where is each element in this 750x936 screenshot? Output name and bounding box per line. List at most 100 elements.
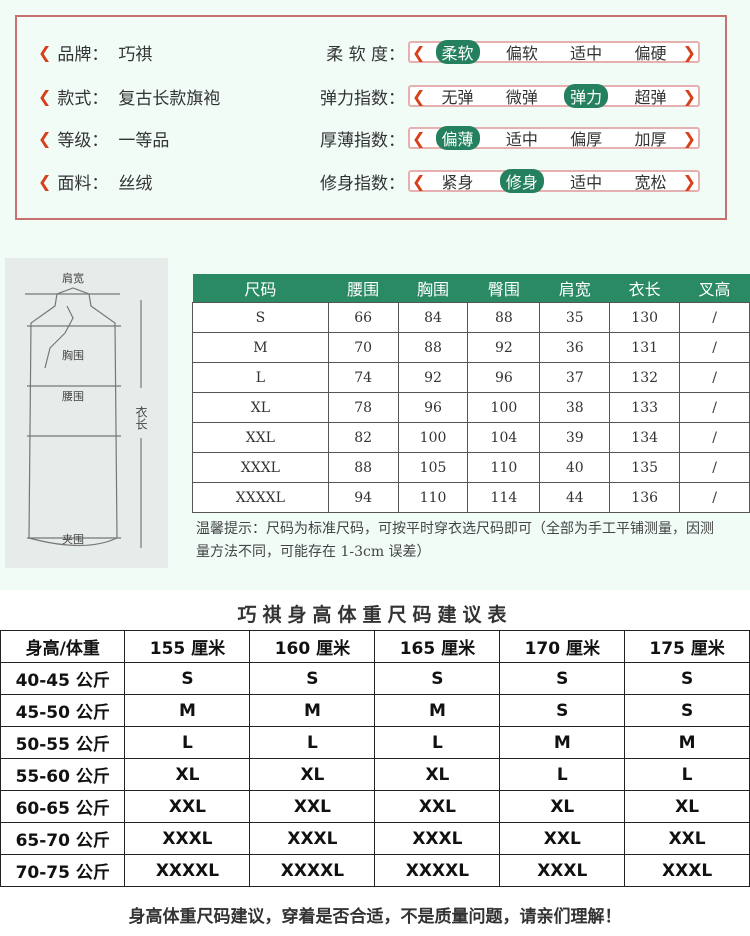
header-cell: 腰围 — [328, 274, 399, 303]
spec-row: ❮ 面料： 丝绒 — [38, 169, 152, 194]
table-cell: M — [192, 332, 329, 363]
index-option: 偏硬 — [634, 44, 667, 63]
table-cell: 55-60 公斤 — [0, 758, 126, 791]
index-option: 偏厚 — [570, 130, 603, 149]
table-cell: / — [679, 392, 750, 423]
table-cell: 70-75 公斤 — [0, 854, 126, 887]
table-row: 60-65 公斤 XXL XXL XXL XL XL — [0, 790, 750, 823]
table-cell: S — [124, 662, 251, 695]
table-cell: 60-65 公斤 — [0, 790, 126, 823]
header-cell: 175 厘米 — [624, 630, 750, 663]
index-scale: ❮ 紧身 修身 适中 宽松 ❯ — [408, 169, 700, 193]
index-option: 加厚 — [634, 130, 667, 149]
spec-value: 丝绒 — [118, 174, 153, 194]
table-cell: 96 — [397, 392, 469, 423]
table-cell: 45-50 公斤 — [0, 694, 126, 727]
spec-row: ❮ 款式： 复古长款旗袍 — [38, 84, 220, 109]
table-cell: 70 — [327, 332, 399, 363]
table-cell: L — [374, 726, 501, 759]
ornament-right-icon: ❯ — [682, 86, 696, 106]
recommendation-table: 身高/体重 155 厘米 160 厘米 165 厘米 170 厘米 175 厘米 40-45… — [0, 630, 750, 887]
index-option: 紧身 — [441, 173, 474, 192]
index-option: 宽松 — [634, 173, 667, 192]
table-cell: 130 — [609, 302, 681, 333]
index-option-selected: 偏薄 — [435, 126, 480, 150]
table-row: XXXXL 94 110 114 44 136/ — [192, 482, 750, 513]
header-cell: 165 厘米 — [374, 630, 501, 663]
spec-value: 巧祺 — [118, 45, 153, 65]
index-scale: ❮ 柔软 偏软 适中 偏硬 ❯ — [408, 40, 700, 64]
size-note: 温馨提示：尺码为标准尺码，可按平时穿衣选尺码即可（全部为手工平铺测量，因测量方法… — [196, 521, 714, 560]
table-cell: / — [679, 362, 750, 393]
table-cell: / — [679, 422, 750, 453]
recommendation-title: 巧祺身高体重尺码建议表 — [237, 604, 513, 626]
table-row: XXXL 88 105 110 40 135/ — [192, 452, 750, 483]
index-option: 适中 — [505, 130, 538, 149]
table-cell: XXXXL — [374, 854, 501, 887]
spec-row: ❮ 品牌： 巧祺 — [38, 40, 152, 65]
table-cell: 104 — [467, 422, 541, 453]
table-row: 55-60 公斤 XL XL XL L L — [0, 758, 750, 791]
label-length: 衣长 — [134, 405, 148, 430]
label-shoulder: 肩宽 — [62, 271, 84, 285]
table-cell: XXL — [192, 422, 329, 453]
table-cell: 114 — [467, 482, 541, 513]
ornament-icon: ❮ — [38, 87, 52, 106]
table-cell: 50-55 公斤 — [0, 726, 126, 759]
table-cell: 36 — [539, 332, 611, 363]
table-cell: 74 — [327, 362, 399, 393]
table-cell: XXL — [499, 822, 626, 855]
table-row: L 74 92 96 37 132/ — [192, 362, 750, 393]
table-cell: S — [249, 662, 376, 695]
table-row: XXL 82 100 104 39 134/ — [192, 422, 750, 453]
table-header: 尺码 腰围 胸围 臀围 肩宽 衣长 叉高 — [192, 274, 750, 303]
header-cell: 叉高 — [679, 274, 750, 303]
index-option-selected: 修身 — [499, 169, 544, 193]
ornament-icon: ❮ — [38, 172, 52, 191]
table-cell: 100 — [397, 422, 469, 453]
table-cell: XXXXL — [192, 482, 329, 513]
ornament-left-icon: ❮ — [412, 171, 426, 191]
table-cell: 40-45 公斤 — [0, 662, 126, 695]
table-cell: / — [679, 452, 750, 483]
ornament-left-icon: ❮ — [412, 42, 426, 62]
index-label: 厚薄指数： — [320, 131, 405, 151]
header-cell: 臀围 — [467, 274, 540, 303]
table-cell: S — [192, 302, 329, 333]
index-option: 超弹 — [634, 88, 667, 107]
header-cell: 170 厘米 — [499, 630, 626, 663]
table-cell: L — [624, 758, 750, 791]
index-option-selected: 弹力 — [564, 84, 609, 108]
table-cell: 105 — [397, 452, 469, 483]
table-cell: 135 — [609, 452, 681, 483]
table-cell: 78 — [327, 392, 399, 423]
table-cell: M — [624, 726, 750, 759]
table-cell: S — [624, 694, 750, 727]
table-cell: XXL — [124, 790, 251, 823]
ornament-icon: ❮ — [38, 129, 52, 148]
table-cell: 134 — [609, 422, 681, 453]
spec-label: 款式： — [57, 89, 109, 109]
table-cell: XXXXL — [249, 854, 376, 887]
table-cell: S — [499, 694, 626, 727]
ornament-right-icon: ❯ — [682, 128, 696, 148]
table-row: XL 78 96 100 38 133/ — [192, 392, 750, 423]
table-cell: XXL — [624, 822, 750, 855]
table-row: S 66 84 88 35 130/ — [192, 302, 750, 333]
index-option-selected: 柔软 — [435, 40, 480, 64]
table-cell: 110 — [397, 482, 469, 513]
table-cell: XXL — [249, 790, 376, 823]
table-row: 45-50 公斤 M M M S S — [0, 694, 750, 727]
ornament-left-icon: ❮ — [412, 128, 426, 148]
table-header: 身高/体重 155 厘米 160 厘米 165 厘米 170 厘米 175 厘米 — [0, 630, 750, 663]
spec-label: 品牌： — [57, 45, 109, 65]
index-option: 适中 — [570, 173, 603, 192]
spec-label: 面料： — [57, 174, 109, 194]
index-options: 柔软 偏软 适中 偏硬 — [425, 40, 682, 64]
table-cell: 65-70 公斤 — [0, 822, 126, 855]
table-cell: 132 — [609, 362, 681, 393]
table-cell: 100 — [467, 392, 541, 423]
table-cell: M — [124, 694, 251, 727]
table-cell: XL — [374, 758, 501, 791]
qipao-outline-icon: 肩宽 胸围 腰围 夹围 衣长 — [25, 271, 155, 548]
